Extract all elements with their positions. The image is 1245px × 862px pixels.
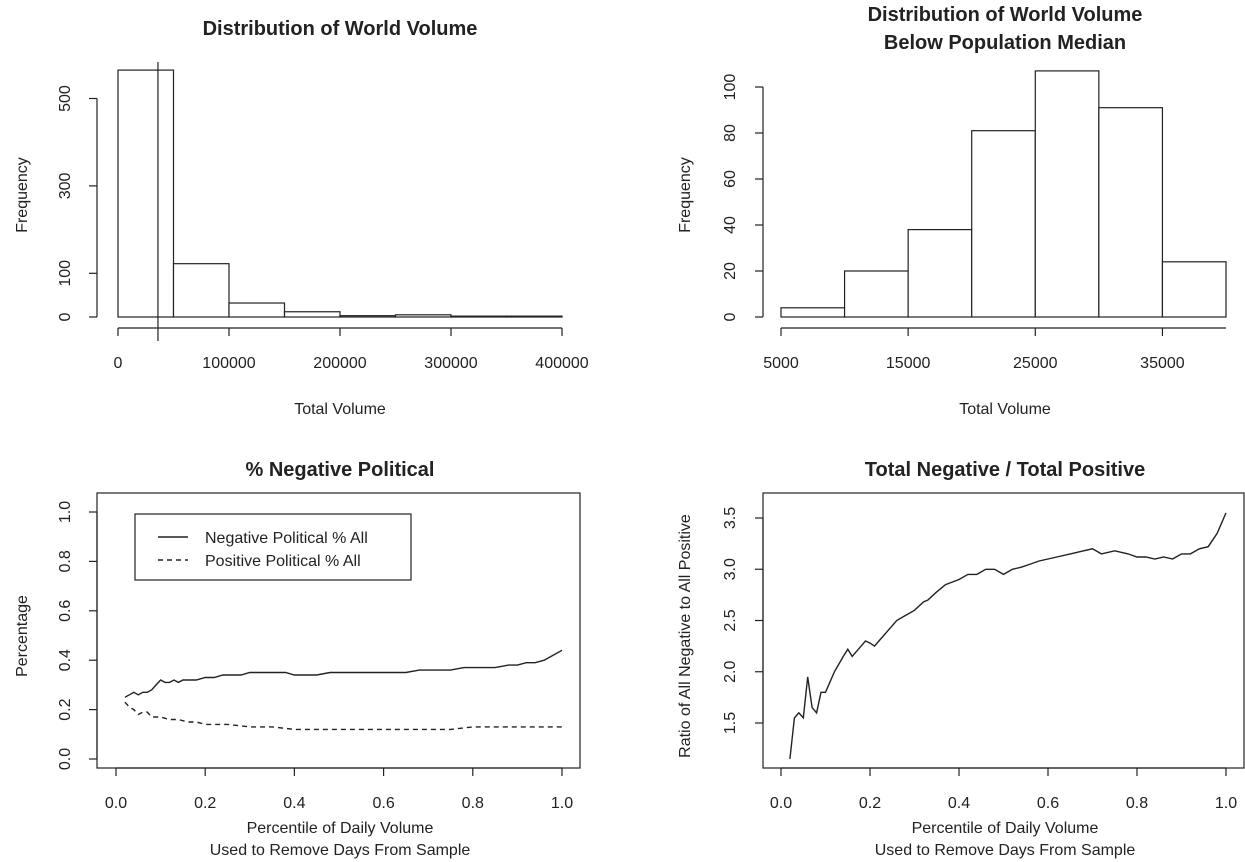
panel-below-median-histogram: Distribution of World Volume Below Popul…: [677, 4, 1227, 418]
panel3-x-tick-label: 0.4: [283, 795, 305, 812]
panel4-y-tick-label: 3.0: [722, 558, 739, 580]
panel1-bar: [172, 263, 230, 318]
panel3-y-tick-label: 1.0: [57, 501, 74, 523]
panel4-x-tick-label: 1.0: [1215, 795, 1237, 812]
panel2-y-tick-label: 100: [722, 74, 739, 101]
panel1-x-tick-label: 100000: [202, 355, 255, 372]
panel2-bar: [843, 270, 909, 318]
panel1-bar: [228, 302, 286, 318]
panel2-x-axis: 5000 15000 25000 35000: [763, 327, 1226, 372]
panel1-bar: [117, 69, 175, 318]
panel3-y-tick-label: 0.6: [57, 600, 74, 622]
panel3-title: % Negative Political: [246, 459, 435, 481]
panel3-legend: Negative Political % All Positive Politi…: [134, 513, 412, 581]
panel4-x-tick-label: 0.6: [1037, 795, 1059, 812]
panel2-bar: [780, 307, 846, 318]
panel3-ylabel: Percentage: [14, 595, 31, 677]
panel4-y-tick-label: 2.5: [722, 609, 739, 631]
panel2-y-tick-label: 40: [722, 216, 739, 234]
panel3-x-tick-label: 0.2: [194, 795, 216, 812]
panel1-title: Distribution of World Volume: [203, 18, 478, 40]
panel1-y-axis: 0 100 300 500: [57, 85, 98, 321]
panel1-bars: [117, 69, 563, 318]
panel3-xlabel-line2: Used to Remove Days From Sample: [210, 842, 471, 859]
panel2-bar: [1098, 107, 1164, 318]
panel4-y-axis: 1.5 2.0 2.5 3.0 3.5: [722, 507, 764, 734]
panel1-y-tick-label: 100: [57, 260, 74, 287]
panel3-y-axis: 0.0 0.2 0.4 0.6 0.8 1.0: [57, 501, 98, 770]
panel3-y-tick-label: 0.2: [57, 698, 74, 720]
series-positive-line: [124, 701, 562, 731]
series-ratio-line: [789, 512, 1227, 759]
panel4-x-tick-label: 0.4: [948, 795, 970, 812]
panel2-xlabel: Total Volume: [959, 401, 1051, 418]
panel3-x-tick-label: 0.6: [372, 795, 394, 812]
panel4-x-tick-label: 0.2: [859, 795, 881, 812]
panel2-y-tick-label: 80: [722, 124, 739, 142]
panel2-y-axis: 0 20 40 60 80 100: [722, 74, 764, 321]
panel3-x-tick-label: 0.8: [462, 795, 484, 812]
panel4-xlabel: Percentile of Daily Volume: [912, 820, 1099, 837]
panel4-x-axis: 0.0 0.2 0.4 0.6 0.8 1.0: [770, 767, 1237, 812]
panel2-y-tick-label: 0: [722, 312, 739, 321]
panel1-y-tick-label: 500: [57, 85, 74, 112]
panel2-ylabel: Frequency: [677, 157, 694, 233]
panel-negative-positive-ratio: Total Negative / Total Positive 0.0 0.2 0.…: [677, 459, 1245, 859]
panel4-title: Total Negative / Total Positive: [865, 459, 1145, 481]
panel1-y-tick-label: 300: [57, 172, 74, 199]
panel2-bars: [780, 70, 1227, 318]
panel3-xlabel: Percentile of Daily Volume: [247, 820, 434, 837]
panel2-bar: [907, 229, 973, 318]
panel2-x-tick-label: 25000: [1013, 355, 1058, 372]
panel1-bar: [283, 311, 341, 318]
panel1-bar: [394, 314, 452, 318]
series-negative-line: [124, 649, 563, 698]
panel1-x-tick-label: 0: [114, 355, 123, 372]
panel4-xlabel-line2: Used to Remove Days From Sample: [875, 842, 1136, 859]
panel2-x-tick-label: 15000: [886, 355, 931, 372]
panel4-plot-box: [762, 492, 1245, 769]
panel1-x-tick-label: 400000: [535, 355, 588, 372]
panel3-series: [124, 649, 563, 731]
panel4-y-tick-label: 2.0: [722, 661, 739, 683]
legend-entry-positive: Positive Political % All: [205, 553, 361, 570]
legend-box: [134, 513, 412, 581]
panel1-x-tick-label: 300000: [424, 355, 477, 372]
panel4-ylabel: Ratio of All Negative to All Positive: [677, 514, 694, 758]
panel4-y-tick-label: 1.5: [722, 712, 739, 734]
panel1-x-tick-label: 200000: [313, 355, 366, 372]
panel1-xlabel: Total Volume: [294, 401, 386, 418]
panel2-bar: [1034, 70, 1100, 318]
panel4-y-tick-label: 3.5: [722, 507, 739, 529]
panel4-x-tick-label: 0.8: [1126, 795, 1148, 812]
panel3-x-tick-label: 0.0: [105, 795, 127, 812]
panel2-x-tick-label: 5000: [763, 355, 799, 372]
panel2-y-tick-label: 60: [722, 170, 739, 188]
legend-entry-negative: Negative Political % All: [205, 530, 368, 547]
panel4-series: [789, 512, 1227, 759]
panel1-y-tick-label: 0: [57, 312, 74, 321]
panel1-x-axis: 0 100000 200000 300000 400000: [114, 327, 589, 372]
panel1-bar: [339, 315, 397, 318]
panel2-bar: [1161, 261, 1227, 318]
panel1-bar: [450, 315, 508, 318]
panel3-x-axis: 0.0 0.2 0.4 0.6 0.8 1.0: [105, 767, 573, 812]
panel4-x-tick-label: 0.0: [770, 795, 792, 812]
panel3-y-tick-label: 0.8: [57, 550, 74, 572]
panel3-x-tick-label: 1.0: [551, 795, 573, 812]
panel-world-volume-histogram: Distribution of World Volume 0 100000 2000…: [14, 18, 589, 418]
panel2-x-tick-label: 35000: [1140, 355, 1185, 372]
panel-negative-political: % Negative Political 0.0 0.2 0.4 0.6 0.8 1.0 …: [14, 459, 581, 859]
panel2-bar: [971, 130, 1036, 318]
panel2-title: Distribution of World Volume: [868, 4, 1143, 26]
panel2-subtitle: Below Population Median: [884, 32, 1126, 54]
panel3-y-tick-label: 0.0: [57, 748, 74, 770]
panel2-y-tick-label: 20: [722, 262, 739, 280]
panel3-y-tick-label: 0.4: [57, 649, 74, 671]
panel1-bar: [505, 315, 563, 318]
panel1-ylabel: Frequency: [14, 157, 31, 233]
